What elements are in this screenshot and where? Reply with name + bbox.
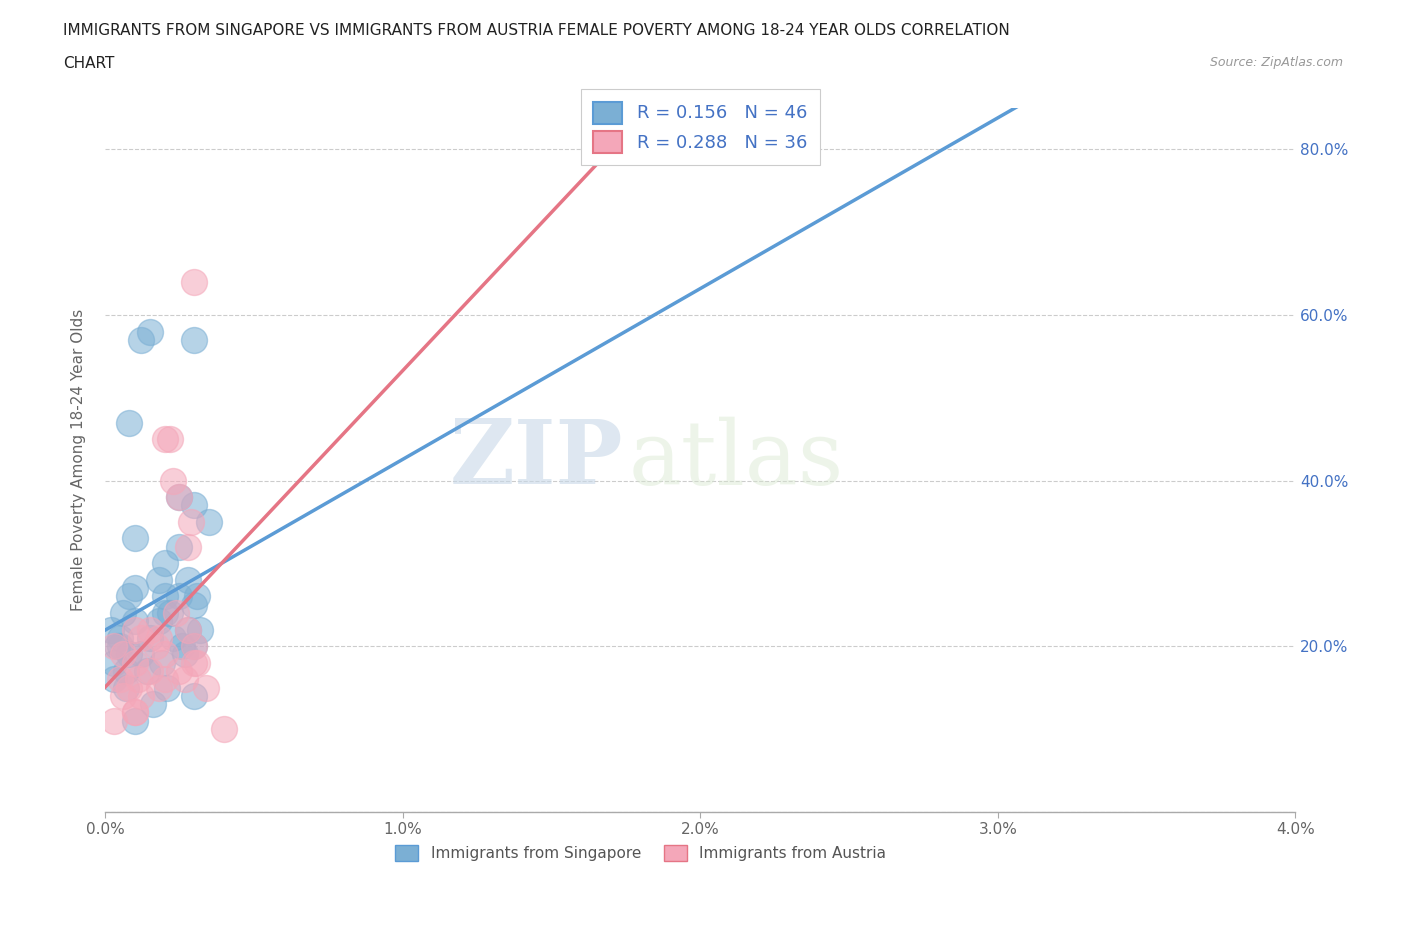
Point [183,656,205,671]
Point [169,589,191,604]
Point [177,622,200,637]
Point [138,663,160,678]
Point [183,274,205,289]
Text: atlas: atlas [628,416,844,503]
Point [153,671,176,686]
Point [198,514,221,529]
Point [118,680,141,695]
Point [129,332,152,347]
Point [138,622,160,637]
Point [114,680,136,695]
Point [186,589,208,604]
Point [105,639,128,654]
Point [183,639,205,654]
Point [148,614,170,629]
Point [159,605,181,620]
Point [100,622,122,637]
Text: ZIP: ZIP [450,417,623,503]
Point [177,539,200,554]
Point [169,539,191,554]
Point [124,656,146,671]
Point [169,490,191,505]
Point [108,671,131,686]
Point [103,713,125,728]
Point [169,490,191,505]
Point [148,631,170,645]
Point [183,597,205,612]
Point [153,589,176,604]
Point [186,656,208,671]
Point [124,705,146,720]
Point [165,605,187,620]
Point [111,647,134,662]
Text: IMMIGRANTS FROM SINGAPORE VS IMMIGRANTS FROM AUSTRIA FEMALE POVERTY AMONG 18-24 : IMMIGRANTS FROM SINGAPORE VS IMMIGRANTS … [63,23,1010,38]
Point [124,622,146,637]
Point [124,705,146,720]
Point [172,639,194,654]
Point [127,671,149,686]
Point [129,631,152,645]
Point [135,663,157,678]
Point [118,647,141,662]
Point [195,680,218,695]
Legend: Immigrants from Singapore, Immigrants from Austria: Immigrants from Singapore, Immigrants fr… [389,839,891,868]
Point [129,647,152,662]
Point [138,631,160,645]
Y-axis label: Female Poverty Among 18-24 Year Olds: Female Poverty Among 18-24 Year Olds [72,309,86,611]
Point [169,663,191,678]
Point [124,614,146,629]
Point [180,514,202,529]
Point [183,332,205,347]
Point [103,656,125,671]
Point [114,663,136,678]
Point [124,580,146,595]
Point [124,531,146,546]
Point [142,697,165,711]
Point [148,573,170,588]
Point [145,639,167,654]
Point [148,680,170,695]
Point [174,647,197,662]
Point [153,605,176,620]
Point [174,671,197,686]
Point [103,639,125,654]
Point [159,432,181,446]
Point [153,432,176,446]
Point [177,622,200,637]
Point [111,688,134,703]
Point [111,605,134,620]
Point [103,671,125,686]
Text: Source: ZipAtlas.com: Source: ZipAtlas.com [1209,56,1343,69]
Text: CHART: CHART [63,56,115,71]
Point [108,639,131,654]
Point [153,556,176,571]
Point [118,415,141,430]
Point [138,324,160,339]
Point [177,573,200,588]
Point [118,589,141,604]
Point [183,498,205,512]
Point [162,631,184,645]
Point [188,622,211,637]
Point [162,473,184,488]
Point [150,656,173,671]
Point [108,631,131,645]
Point [124,713,146,728]
Point [212,722,235,737]
Point [183,639,205,654]
Point [156,680,179,695]
Point [129,688,152,703]
Point [153,647,176,662]
Point [183,688,205,703]
